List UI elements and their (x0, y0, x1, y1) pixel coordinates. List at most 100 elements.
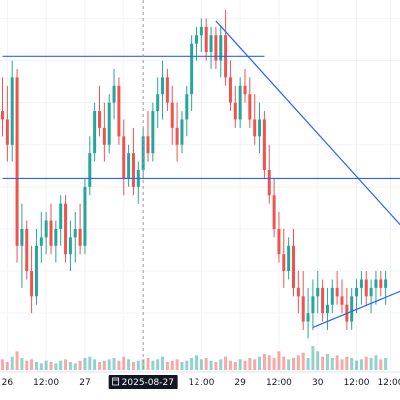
volume-bar (185, 360, 189, 370)
calendar-icon (112, 377, 120, 386)
candle (316, 271, 320, 314)
candle (233, 85, 237, 128)
volume-bar (253, 359, 257, 370)
candle (384, 271, 388, 305)
candle-body (311, 296, 315, 314)
volume-bar (49, 362, 53, 370)
candle-body (282, 254, 286, 272)
candle-body (170, 102, 174, 128)
candle (185, 85, 189, 137)
x-tick-label: 26 (2, 378, 14, 388)
crosshair-label-text: 2025-08-27 17:00 (122, 378, 203, 388)
candle (10, 60, 14, 162)
candle (15, 68, 19, 263)
candle (311, 279, 315, 330)
candle (253, 94, 257, 145)
volume-bar (272, 358, 276, 370)
x-tick-label: 12:00 (33, 378, 59, 388)
candle-body (146, 136, 150, 154)
volume-bar (170, 360, 174, 370)
volume-bar (73, 363, 77, 370)
candle (258, 102, 262, 154)
candle (156, 77, 160, 128)
candle-body (78, 228, 82, 246)
volume-bar (39, 363, 43, 370)
candle (102, 102, 106, 162)
ascending-trendline-line[interactable] (312, 290, 400, 329)
volume-bar (369, 358, 373, 370)
volume-bar (204, 358, 208, 370)
candle-body (277, 228, 281, 255)
candle-body (73, 228, 77, 238)
volume-bar (98, 362, 101, 370)
volume-bar (296, 355, 300, 370)
candle-body (39, 237, 43, 246)
candle-body (272, 195, 276, 229)
volume-bar (364, 356, 368, 370)
candle (146, 111, 150, 162)
drawing-lines[interactable] (2, 20, 400, 329)
x-tick-label: 29 (234, 378, 246, 388)
volume-bar (156, 359, 160, 370)
volume-bar (292, 358, 295, 370)
candle (25, 220, 29, 280)
volume-bar (54, 363, 58, 370)
volume-bar (93, 359, 97, 370)
candle (248, 77, 252, 128)
descending-trendline-line[interactable] (215, 20, 400, 226)
volume-bar (238, 359, 242, 370)
volume-bar (330, 358, 334, 370)
candle-body (5, 119, 9, 145)
x-tick-label: 12:00 (378, 378, 400, 388)
candle-body (374, 279, 378, 288)
candle (59, 195, 63, 246)
candle (39, 212, 43, 263)
volume-bar (267, 355, 271, 370)
volume-bar (175, 359, 179, 370)
candle (345, 287, 349, 330)
volume-bar (282, 356, 286, 370)
volume-bar (102, 360, 106, 370)
candle-body (292, 245, 295, 288)
candle (107, 94, 111, 154)
volume-bar (1, 359, 4, 370)
candle (54, 220, 58, 263)
candle (204, 18, 208, 61)
candle (214, 26, 218, 69)
candle (161, 60, 165, 120)
candle (306, 287, 310, 339)
candle (131, 127, 135, 196)
candle-body (321, 287, 325, 314)
volume-bar (15, 351, 19, 370)
candle-body (161, 77, 165, 95)
candle (296, 271, 300, 314)
candle (151, 102, 155, 162)
candle-body (141, 136, 145, 170)
candle-body (248, 94, 252, 120)
candle-body (93, 111, 97, 154)
crosshair-time-label: 2025-08-27 17:00 (108, 375, 203, 389)
candle-body (30, 271, 34, 297)
crosshair-label-background (108, 375, 178, 389)
candle-body (180, 119, 184, 145)
candle (98, 85, 101, 137)
candle (127, 144, 131, 187)
candle (180, 111, 184, 154)
volume-bar (44, 360, 48, 370)
candle-body (20, 228, 24, 246)
volume-bar (107, 359, 111, 370)
candle-body (214, 35, 218, 61)
volume-bar (384, 358, 388, 370)
volume-bar (199, 359, 203, 370)
candle (262, 111, 266, 179)
candle-body (306, 313, 310, 322)
candle-body (127, 153, 131, 179)
x-tick-label: 12:00 (188, 378, 214, 388)
candle (49, 203, 53, 255)
candle-body (64, 203, 68, 255)
volume-bar (340, 359, 344, 370)
volume-bar (214, 362, 218, 370)
candle (117, 77, 121, 145)
